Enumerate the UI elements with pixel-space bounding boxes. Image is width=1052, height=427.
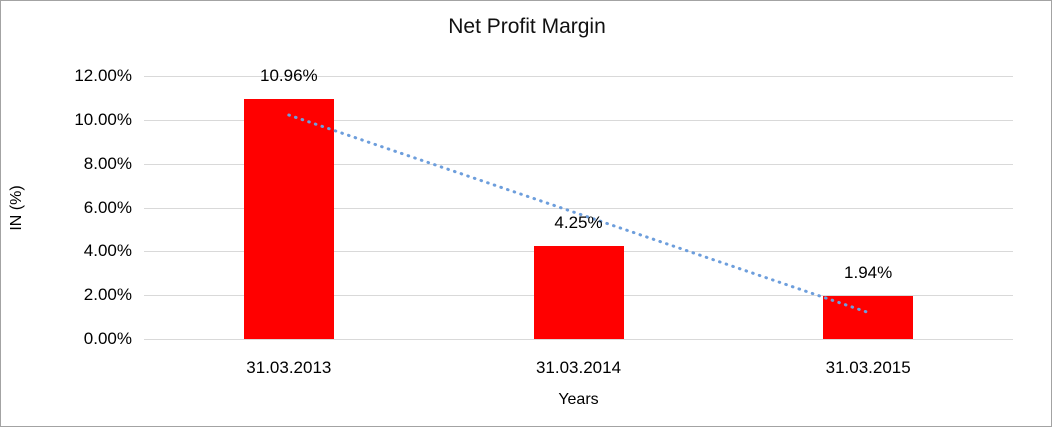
gridline bbox=[144, 76, 1013, 77]
y-tick-label: 2.00% bbox=[83, 285, 132, 305]
bar-data-label: 1.94% bbox=[844, 263, 893, 283]
gridline bbox=[144, 163, 1013, 165]
bar bbox=[533, 245, 624, 339]
gridline bbox=[144, 339, 1013, 340]
y-tick-label: 8.00% bbox=[83, 153, 132, 173]
y-tick-label: 12.00% bbox=[74, 66, 132, 85]
gridline bbox=[144, 207, 1013, 209]
gridline bbox=[144, 119, 1013, 121]
x-category-label: 31.03.2013 bbox=[246, 358, 332, 377]
y-axis-title: IN (%) bbox=[8, 185, 25, 231]
bar bbox=[243, 98, 334, 339]
plot-area bbox=[144, 76, 1013, 340]
bar-data-label: 4.25% bbox=[554, 212, 603, 232]
bar-data-label: 10.96% bbox=[259, 65, 318, 85]
x-category-label: 31.03.2014 bbox=[535, 358, 622, 377]
y-tick-label: 10.00% bbox=[74, 109, 132, 129]
y-tick-label: 0.00% bbox=[83, 329, 132, 348]
chart-title: Net Profit Margin bbox=[448, 15, 606, 38]
y-tick-label: 6.00% bbox=[83, 197, 132, 217]
x-axis-title: Years bbox=[558, 391, 599, 408]
y-tick-label: 4.00% bbox=[83, 241, 132, 261]
trendline bbox=[287, 113, 870, 314]
x-category-label: 31.03.2015 bbox=[825, 358, 911, 377]
